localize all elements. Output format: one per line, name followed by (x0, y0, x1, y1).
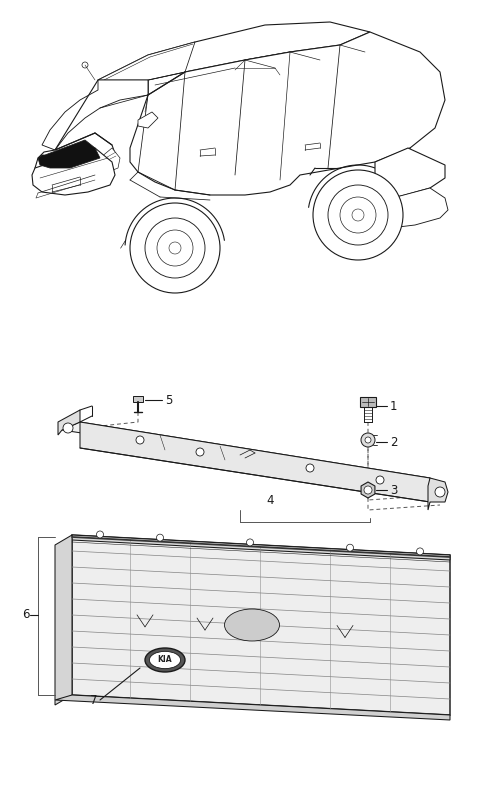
Ellipse shape (225, 609, 279, 641)
Polygon shape (55, 695, 450, 720)
Circle shape (157, 230, 193, 266)
Text: 5: 5 (165, 393, 172, 407)
Polygon shape (38, 140, 100, 168)
Polygon shape (428, 478, 448, 510)
Circle shape (328, 185, 388, 245)
Circle shape (347, 544, 353, 551)
Text: 7: 7 (90, 694, 97, 706)
Circle shape (156, 534, 164, 541)
Polygon shape (72, 535, 450, 560)
Circle shape (340, 197, 376, 233)
Circle shape (145, 218, 205, 278)
Polygon shape (98, 42, 195, 80)
Polygon shape (130, 32, 445, 195)
Ellipse shape (149, 651, 180, 668)
Polygon shape (133, 396, 143, 402)
Circle shape (130, 203, 220, 293)
Circle shape (247, 539, 253, 546)
Circle shape (169, 242, 181, 254)
Polygon shape (100, 148, 120, 172)
Polygon shape (360, 397, 376, 407)
Polygon shape (32, 148, 115, 195)
Circle shape (196, 448, 204, 456)
Text: 3: 3 (390, 483, 397, 497)
Circle shape (136, 436, 144, 444)
Circle shape (365, 437, 371, 443)
Text: 4: 4 (266, 494, 274, 506)
Polygon shape (55, 535, 72, 705)
Circle shape (313, 170, 403, 260)
Circle shape (376, 476, 384, 484)
Ellipse shape (145, 648, 185, 672)
Polygon shape (98, 22, 370, 85)
Polygon shape (361, 482, 375, 498)
Text: 1: 1 (390, 399, 397, 412)
Text: KIA: KIA (158, 656, 172, 664)
Circle shape (306, 464, 314, 472)
Polygon shape (378, 188, 448, 228)
Text: 2: 2 (390, 436, 397, 448)
Polygon shape (245, 52, 305, 70)
Polygon shape (80, 422, 430, 502)
Polygon shape (42, 80, 148, 150)
Circle shape (352, 209, 364, 221)
Polygon shape (35, 133, 118, 183)
Polygon shape (62, 422, 430, 486)
Circle shape (435, 487, 445, 497)
Circle shape (361, 433, 375, 447)
Circle shape (364, 486, 372, 494)
Text: 6: 6 (22, 608, 29, 622)
Circle shape (63, 423, 73, 433)
Polygon shape (138, 112, 158, 128)
Circle shape (96, 531, 104, 538)
Polygon shape (375, 148, 445, 200)
Polygon shape (72, 535, 450, 715)
Polygon shape (58, 410, 80, 435)
Circle shape (82, 62, 88, 68)
Circle shape (417, 548, 423, 555)
